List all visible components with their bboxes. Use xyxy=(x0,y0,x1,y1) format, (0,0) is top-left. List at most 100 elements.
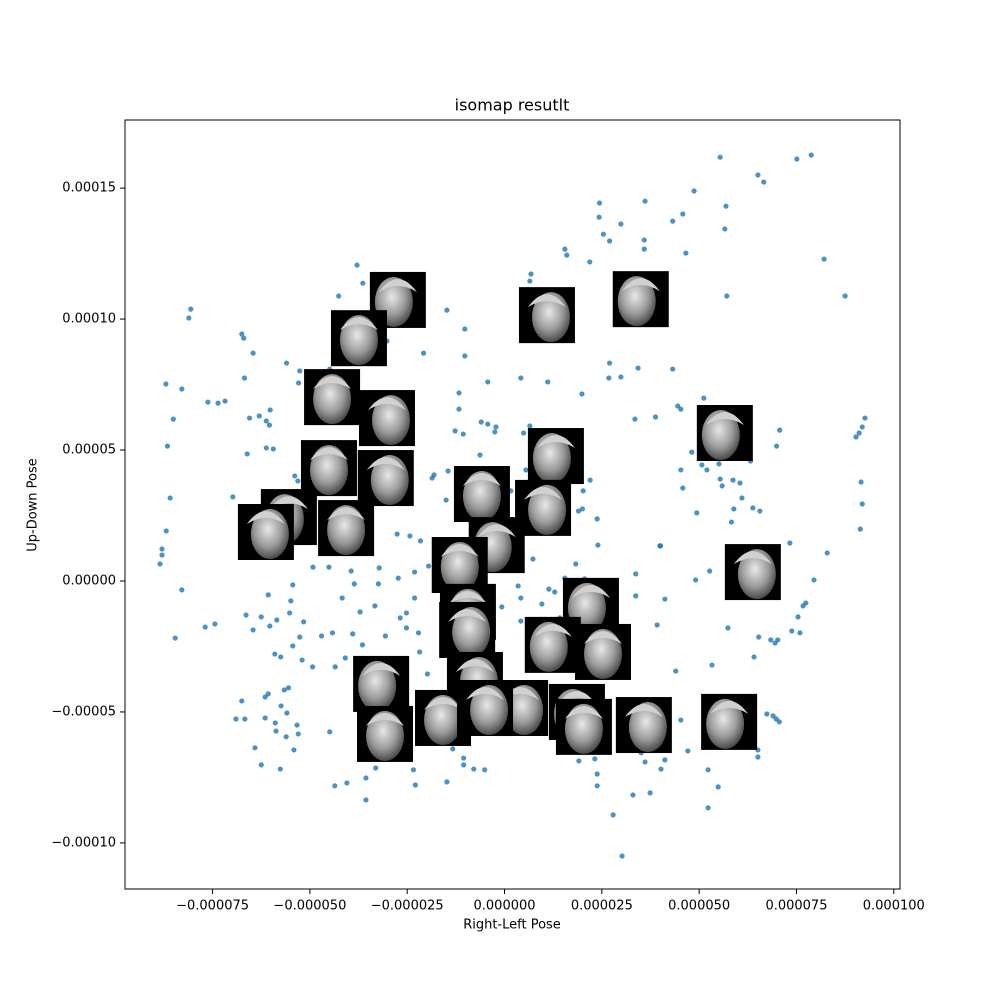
scatter-point xyxy=(274,617,280,623)
x-tick-label: 0.000000 xyxy=(474,899,536,914)
thumbnail-hair xyxy=(313,376,352,390)
scatter-point xyxy=(716,461,722,467)
scatter-point xyxy=(717,476,723,482)
scatter-point xyxy=(694,510,700,516)
scatter-point xyxy=(595,542,601,548)
thumbnail-face xyxy=(424,694,463,745)
thumbnail-hair xyxy=(269,496,308,510)
scatter-point xyxy=(699,462,705,468)
scatter-point xyxy=(787,540,793,546)
thumbnail-face xyxy=(358,660,397,711)
scatter-point xyxy=(633,571,639,577)
face-thumbnail xyxy=(318,500,375,557)
scatter-point xyxy=(394,531,400,537)
scatter-point xyxy=(412,782,418,788)
scatter-point xyxy=(417,649,423,655)
scatter-point xyxy=(683,250,689,256)
scatter-point xyxy=(456,406,462,412)
scatter-point xyxy=(415,630,422,636)
scatter-point xyxy=(265,592,271,598)
scatter-point xyxy=(673,668,679,674)
scatter-point xyxy=(789,628,795,634)
scatter-point xyxy=(755,754,761,760)
scatter-point xyxy=(725,625,731,631)
thumbnail-face xyxy=(327,505,366,556)
face-thumbnail xyxy=(330,310,387,367)
scatter-point xyxy=(662,596,668,602)
scatter-point xyxy=(477,452,483,458)
thumbnail-hair xyxy=(477,524,516,538)
scatter-point xyxy=(263,418,269,424)
face-thumbnail xyxy=(457,680,514,737)
thumbnail-face xyxy=(370,455,409,506)
scatter-point xyxy=(250,627,256,633)
scatter-point xyxy=(431,472,437,478)
scatter-point xyxy=(336,293,342,299)
scatter-point xyxy=(329,630,336,636)
thumbnail-face xyxy=(309,445,348,496)
scatter-point xyxy=(373,765,379,771)
scatter-point xyxy=(587,259,593,265)
scatter-point xyxy=(283,734,289,740)
scatter-point xyxy=(641,237,647,243)
scatter-point xyxy=(600,231,606,237)
scatter-point xyxy=(761,179,767,185)
scatter-point xyxy=(527,278,533,284)
scatter-point xyxy=(444,779,450,785)
scatter-point xyxy=(607,238,613,244)
thumbnail-hair xyxy=(557,690,596,704)
scatter-point xyxy=(163,528,169,534)
thumbnail-hair xyxy=(367,397,406,411)
scatter-point xyxy=(258,762,264,768)
scatter-point xyxy=(853,434,859,440)
scatter-point xyxy=(797,630,803,636)
thumbnail-hair xyxy=(309,447,348,461)
scatter-point xyxy=(241,335,247,341)
face-thumbnail xyxy=(515,479,572,536)
scatter-point xyxy=(580,488,586,494)
face-thumbnail xyxy=(696,404,753,461)
scatter-point xyxy=(757,508,763,514)
x-axis-label: Right-Left Pose xyxy=(463,918,561,933)
scatter-point xyxy=(412,569,418,575)
scatter-point xyxy=(295,731,301,737)
thumbnail-face xyxy=(470,685,509,736)
scatter-point xyxy=(635,365,641,371)
scatter-point xyxy=(592,756,598,762)
scatter-point xyxy=(750,505,756,511)
scatter-point xyxy=(610,812,616,818)
scatter-point xyxy=(632,416,638,422)
scatter-point xyxy=(164,443,171,449)
scatter-point xyxy=(222,398,228,404)
thumbnail-hair xyxy=(440,544,479,558)
scatter-point xyxy=(258,614,264,620)
scatter-point xyxy=(285,685,292,691)
scatter-point xyxy=(618,221,624,227)
y-tick-label: 0.00010 xyxy=(62,312,116,327)
scatter-point xyxy=(278,703,284,709)
scatter-point xyxy=(230,494,236,500)
thumbnail-hair xyxy=(705,411,744,425)
plot-area xyxy=(157,152,868,859)
scatter-point xyxy=(693,577,699,583)
scatter-point xyxy=(642,759,648,765)
scatter-point xyxy=(246,415,253,421)
x-tick-label: −0.000075 xyxy=(176,899,249,914)
thumbnail-hair xyxy=(624,704,663,718)
scatter-point xyxy=(167,495,173,501)
scatter-point xyxy=(680,485,686,491)
scatter-point xyxy=(267,623,273,629)
thumbnail-hair xyxy=(533,623,572,637)
scatter-point xyxy=(596,200,603,206)
scatter-point xyxy=(756,634,762,640)
scatter-point xyxy=(272,651,278,657)
scatter-point xyxy=(202,624,208,630)
y-tick-label: 0.00015 xyxy=(62,181,116,196)
scatter-point xyxy=(382,633,389,639)
scatter-point xyxy=(363,775,369,781)
scatter-point xyxy=(266,422,273,428)
scatter-point xyxy=(332,664,338,670)
scatter-point xyxy=(342,655,348,661)
scatter-point xyxy=(478,419,484,425)
scatter-point xyxy=(445,468,451,474)
